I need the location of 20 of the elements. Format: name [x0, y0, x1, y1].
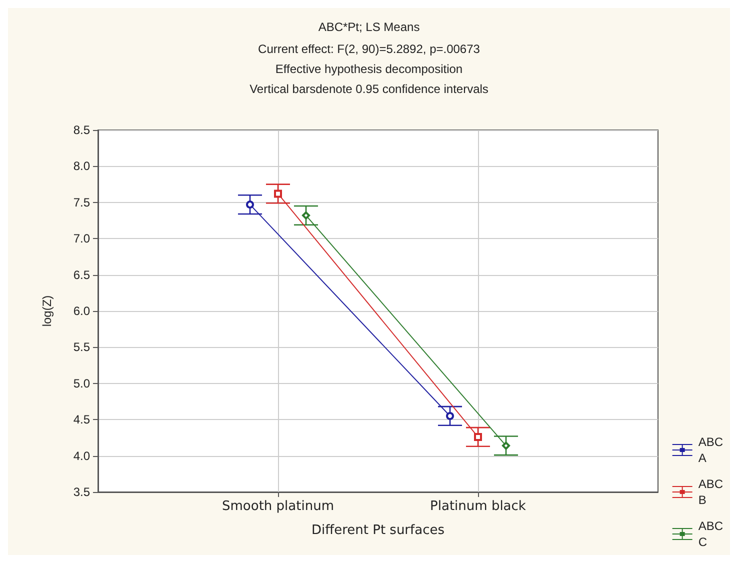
y-tick-label: 5.0 [73, 376, 90, 390]
y-tick-label: 6.5 [73, 268, 90, 282]
y-tick-label: 8.5 [73, 123, 90, 137]
chart-title: ABC*Pt; LS Means [318, 20, 420, 34]
y-tick-label: 5.5 [73, 340, 90, 354]
x-axis-title: Different Pt surfaces [312, 523, 445, 538]
legend-label: ABC B [698, 477, 724, 507]
y-tick-label: 7.5 [73, 195, 90, 210]
y-axis-title: log(Z) [40, 295, 54, 327]
chart-subtitle: Current effect: F(2, 90)=5.2892, p=.00673 Effective hypothesis decomposition Vertical barsdenote 0.95 confidence intervals [250, 42, 488, 96]
y-tick-label: 4.0 [73, 448, 90, 463]
y-tick-label: 3.5 [73, 485, 90, 499]
y-tick-label: 7.0 [73, 232, 90, 246]
x-tick-label: Platinum black [430, 499, 526, 514]
legend-label: ABC C [698, 519, 724, 549]
legend-label: ABC A [698, 435, 724, 465]
y-tick-label: 6.0 [73, 304, 90, 318]
y-tick-label: 8.0 [73, 159, 90, 174]
x-tick-label: Smooth platinum [222, 499, 334, 514]
y-tick-label: 4.5 [73, 412, 90, 427]
